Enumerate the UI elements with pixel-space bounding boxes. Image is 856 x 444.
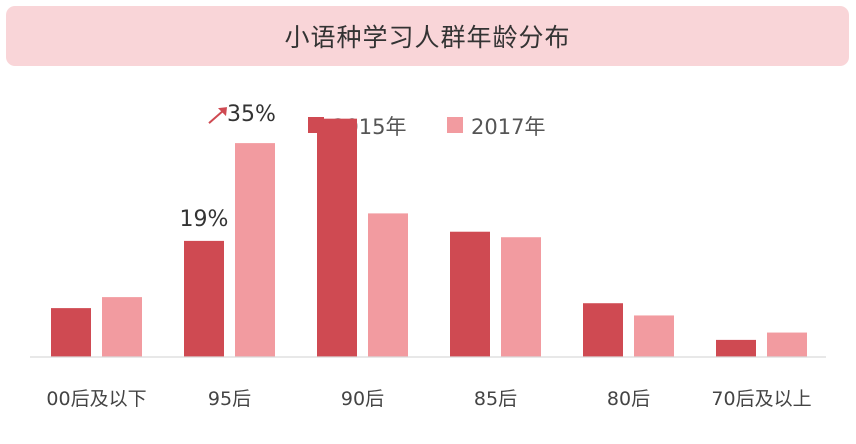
bar [716, 339, 756, 357]
up-arrow-icon [208, 107, 227, 124]
x-tick-label: 00后及以下 [46, 388, 146, 410]
bar [634, 315, 674, 357]
x-tick-label: 95后 [208, 388, 251, 410]
chart-title: 小语种学习人群年龄分布 [284, 23, 571, 52]
bar [235, 143, 275, 357]
x-tick-label: 70后及以上 [711, 388, 811, 410]
bar [317, 118, 357, 358]
bar [767, 332, 807, 357]
x-tick-label: 80后 [607, 388, 650, 410]
title-banner: 小语种学习人群年龄分布 [6, 6, 849, 66]
x-tick-label: 90后 [341, 388, 384, 410]
bar [450, 231, 490, 357]
legend-swatch [447, 117, 463, 133]
bar [368, 213, 408, 357]
bar [501, 237, 541, 357]
x-tick-label: 85后 [474, 388, 517, 410]
bar [184, 240, 224, 357]
bar [51, 308, 91, 357]
data-label: 35% [227, 102, 276, 127]
data-label: 19% [180, 207, 229, 232]
bar [102, 297, 142, 357]
legend-label: 2017年 [471, 115, 545, 139]
bar [583, 303, 623, 357]
